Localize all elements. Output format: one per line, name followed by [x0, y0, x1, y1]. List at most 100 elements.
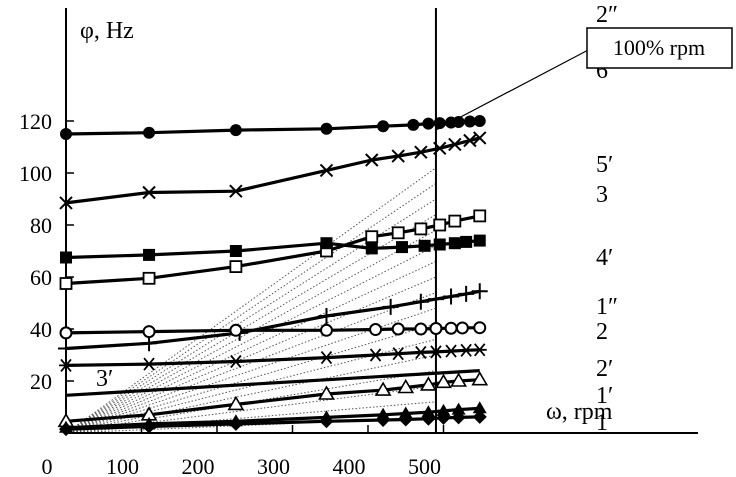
x-tick-label: 200: [182, 454, 215, 477]
series-label: 2″: [596, 2, 618, 28]
series-line: [65, 406, 480, 430]
data-point: [369, 323, 383, 337]
data-point: [319, 323, 333, 337]
reference-line: [65, 260, 437, 434]
data-point: [142, 185, 156, 200]
data-point: [472, 401, 487, 414]
data-point: [471, 371, 489, 386]
data-point: [397, 378, 415, 394]
data-point: [395, 241, 408, 254]
data-point: [318, 385, 335, 400]
data-point: [391, 226, 405, 240]
series-line: [65, 214, 481, 286]
data-point: [443, 288, 460, 305]
data-point: [58, 340, 74, 357]
data-point: [60, 128, 72, 140]
data-point: [433, 141, 447, 156]
data-point: [143, 248, 156, 261]
data-point: [59, 326, 73, 340]
data-point: [473, 115, 486, 127]
annotation-text: 100% rpm: [613, 35, 705, 60]
data-point: [382, 298, 399, 315]
data-point: [228, 416, 243, 431]
x-axis-label: ω, rpm: [546, 399, 613, 425]
data-point: [448, 237, 461, 250]
y-tick-label: 120: [19, 109, 52, 134]
data-point: [452, 116, 465, 129]
x-tick-label: 0: [42, 454, 53, 477]
data-point: [142, 271, 156, 285]
reference-line: [65, 370, 437, 434]
data-point: [60, 251, 72, 264]
reference-line: [65, 292, 437, 434]
data-point: [436, 410, 451, 425]
series-label: 3: [596, 182, 608, 208]
series-labels: 2″6′5′34′1″23′ 2′1′1: [96, 2, 618, 436]
reference-lines: [65, 167, 437, 434]
data-point: [414, 222, 428, 236]
x-ticks: 0 100 200 300 400 500: [42, 425, 445, 477]
x-tick-label: 300: [257, 454, 290, 477]
series-label: 3′: [96, 366, 113, 392]
series-label: 5′: [596, 152, 613, 178]
data-point: [229, 260, 243, 274]
data-point: [436, 403, 451, 416]
series-label: 1″: [596, 294, 618, 320]
series-label: 1: [596, 410, 608, 436]
series-label: 1′: [596, 383, 613, 409]
data-point: [444, 321, 458, 335]
data-point: [59, 358, 73, 372]
data-point: [421, 411, 436, 426]
data-point: [59, 277, 73, 290]
series-label: 2: [596, 319, 608, 345]
reference-line: [65, 401, 436, 434]
series-line: [65, 289, 481, 351]
data-point: [142, 419, 157, 434]
y-axis-label: φ, Hz: [80, 18, 134, 44]
data-point: [421, 405, 436, 418]
data-point: [59, 422, 73, 437]
data-point: [435, 373, 452, 389]
data-point: [420, 376, 437, 391]
data-point: [365, 230, 379, 244]
data-point: [414, 322, 428, 336]
data-point: [319, 163, 334, 178]
data-point: [471, 283, 488, 300]
data-point: [451, 402, 466, 415]
data-point: [433, 117, 446, 130]
data-point: [143, 126, 156, 139]
data-point: [473, 131, 487, 145]
data-point: [473, 234, 486, 247]
data-point: [433, 238, 446, 251]
y-tick-label: 100: [19, 161, 52, 186]
data-point: [319, 351, 334, 365]
data-point: [418, 239, 431, 252]
data-point: [374, 381, 392, 396]
data-point: [376, 413, 391, 427]
data-point: [391, 347, 406, 361]
data-point: [391, 322, 405, 336]
series-line: [65, 369, 480, 397]
reference-line: [65, 167, 437, 434]
data-point: [391, 149, 405, 163]
series-lines: [65, 119, 481, 431]
data-point: [365, 242, 378, 255]
data-point: [428, 345, 443, 359]
data-point: [448, 214, 462, 228]
data-point: [427, 291, 444, 308]
data-point: [142, 357, 157, 371]
y-tick-label: 60: [30, 265, 52, 290]
data-point: [228, 354, 243, 369]
reference-line: [65, 245, 437, 434]
data-point: [229, 184, 243, 198]
y-tick-label: 80: [30, 213, 52, 238]
x-tick-label: 400: [333, 454, 366, 477]
data-point: [319, 414, 334, 429]
data-point: [318, 308, 335, 324]
data-point: [407, 118, 420, 131]
series-line: [65, 415, 480, 431]
data-point: [59, 196, 73, 210]
reference-line: [65, 385, 437, 434]
data-point: [377, 120, 390, 133]
